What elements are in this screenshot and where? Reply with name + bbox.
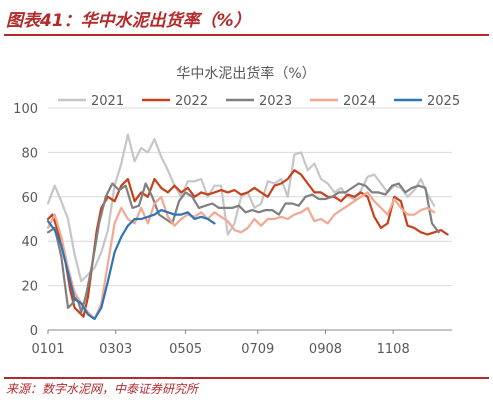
line-chart: 华中水泥出货率（%） 0 20 40 60 80 100 0101 0303 0505 0709 09… (13, 65, 460, 357)
title-rule (4, 34, 489, 36)
figure-title: 图表41：华中水泥出货率（%） (6, 11, 251, 31)
y-tick-label: 40 (21, 235, 38, 250)
series-line-2024 (46, 191, 436, 320)
x-tick-label: 0101 (31, 342, 64, 357)
chart-title: 华中水泥出货率（%） (176, 65, 315, 82)
legend-label: 2023 (259, 94, 292, 109)
x-tick-label: 0505 (169, 342, 202, 357)
y-tick-label: 100 (13, 102, 38, 117)
y-tick-label: 80 (21, 146, 38, 161)
x-tick-label: 0709 (241, 342, 274, 357)
y-tick-label: 60 (21, 191, 38, 206)
source-rule (4, 377, 489, 379)
x-tick-label: 0908 (309, 342, 342, 357)
source-note: 来源：数字水泥网，中泰证券研究所 (6, 382, 199, 396)
legend-label: 2025 (427, 94, 460, 109)
legend-label: 2021 (91, 94, 124, 109)
legend-label: 2024 (343, 94, 376, 109)
legend-label: 2022 (175, 94, 208, 109)
y-tick-label: 0 (30, 324, 38, 339)
series-line-2023 (46, 182, 440, 314)
series-line-2025 (46, 209, 216, 320)
y-tick-label: 20 (21, 280, 38, 295)
x-tick-label: 0303 (99, 342, 132, 357)
x-tick-label: 1108 (377, 342, 410, 357)
